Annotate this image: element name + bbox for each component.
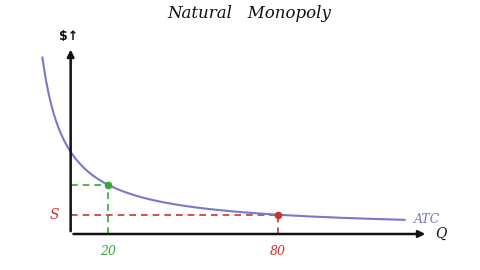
Text: 80: 80 — [270, 245, 286, 258]
Text: $↑: $↑ — [59, 30, 78, 43]
Text: S: S — [49, 208, 59, 222]
Text: Q: Q — [435, 227, 446, 241]
Text: ATC: ATC — [414, 213, 441, 226]
Text: 20: 20 — [100, 245, 116, 258]
Text: Natural   Monopoly: Natural Monopoly — [168, 5, 331, 22]
